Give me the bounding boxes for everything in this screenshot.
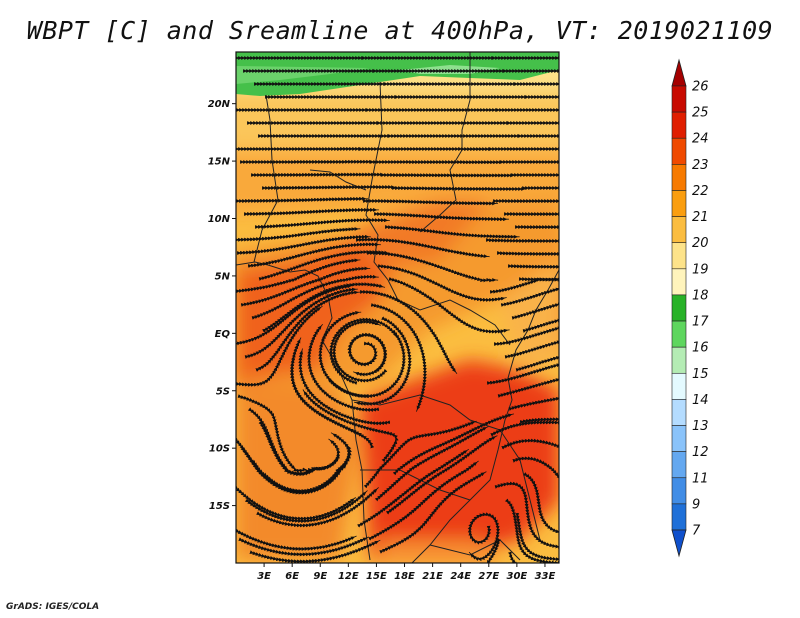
lat-label: EQ (215, 329, 231, 340)
lat-label: 10N (208, 214, 231, 225)
lat-label: 5N (215, 271, 231, 282)
colorbar-swatch (671, 425, 687, 452)
colorbar-swatch (671, 529, 687, 558)
streamline (512, 456, 559, 497)
colorbar-label: 13 (692, 419, 709, 434)
colorbar-label: 23 (692, 158, 709, 173)
colorbar-swatch (671, 190, 687, 217)
colorbar-swatch (671, 58, 687, 87)
streamline (363, 199, 498, 206)
colorbar-swatch (671, 85, 687, 113)
streamline (249, 539, 381, 563)
streamlines (236, 56, 559, 563)
colorbar-swatch (671, 164, 687, 191)
colorbar-label: 18 (692, 288, 709, 303)
streamline (236, 305, 323, 387)
streamline (254, 218, 390, 229)
colorbar-swatch (671, 477, 687, 505)
colorbar-label: 22 (692, 184, 709, 199)
lon-label: 21E (422, 571, 443, 582)
colorbar-swatch (671, 451, 687, 479)
grads-credit: GrADS: IGES/COLA (6, 602, 100, 612)
streamline (244, 207, 379, 216)
colorbar-swatch (671, 268, 687, 296)
streamline (392, 186, 527, 191)
longitude-axis: 3E 6E 9E 12E 15E 18E 21E 24E 27E 30E 33E (257, 563, 555, 582)
streamline (485, 238, 559, 243)
streamline (262, 185, 397, 190)
colorbar-label: 25 (692, 106, 709, 121)
lon-label: 27E (478, 571, 499, 582)
colorbar-label: 15 (692, 367, 709, 382)
colorbar-swatch (671, 346, 687, 374)
colorbar-label: 11 (692, 471, 709, 486)
colorbar-swatch (671, 372, 687, 400)
lon-label: 30E (506, 571, 527, 582)
colorbar-label: 12 (692, 445, 709, 460)
colorbar-label: 26 (692, 80, 709, 95)
colorbar-swatch (671, 216, 687, 244)
colorbar-swatch (671, 242, 687, 270)
lat-label: 10S (209, 444, 230, 455)
streamline (379, 471, 487, 554)
colorbar-label: 14 (692, 393, 709, 408)
lon-label: 12E (338, 571, 359, 582)
streamline (384, 225, 520, 239)
streamline (497, 374, 559, 398)
colorbar-swatch (671, 294, 687, 322)
lon-label: 24E (450, 571, 471, 582)
lon-label: 6E (285, 571, 299, 582)
colorbar-label: 21 (692, 210, 709, 225)
colorbar-label: 17 (692, 315, 709, 330)
colorbar-label: 7 (692, 524, 701, 539)
colorbar-swatch (671, 111, 687, 139)
colorbar-swatch (671, 137, 687, 165)
streamline (483, 538, 559, 563)
colorbar-label: 20 (692, 236, 709, 251)
streamline (508, 394, 559, 411)
colorbar-label: 24 (692, 132, 709, 147)
colorbar-label: 16 (692, 341, 709, 356)
lon-label: 9E (313, 571, 327, 582)
map-title: WBPT [C] and Sreamline at 400hPa, VT: 20… (26, 16, 774, 45)
streamline (374, 212, 509, 222)
streamline (507, 264, 559, 269)
streamline (236, 196, 368, 203)
colorbar-swatch (671, 503, 687, 531)
streamline (496, 251, 559, 256)
streamline (501, 438, 559, 453)
streamline (370, 303, 427, 412)
lon-label: 15E (366, 571, 387, 582)
colorbar-swatch (671, 320, 687, 348)
colorbar-label: 19 (692, 262, 709, 277)
latitude-axis: 20N 15N 10N 5N EQ 5S 10S 15S (208, 99, 236, 512)
lat-label: 15N (208, 157, 231, 168)
lon-label: 3E (257, 571, 271, 582)
temperature-field (236, 52, 559, 563)
colorbar-swatch (671, 399, 687, 426)
lon-label: 33E (535, 571, 556, 582)
colorbar-label: 9 (692, 497, 700, 512)
lon-label: 18E (394, 571, 415, 582)
lat-label: 5S (216, 386, 230, 397)
lat-label: 20N (208, 99, 231, 110)
lat-label: 15S (209, 501, 230, 512)
map-frame (235, 51, 560, 564)
